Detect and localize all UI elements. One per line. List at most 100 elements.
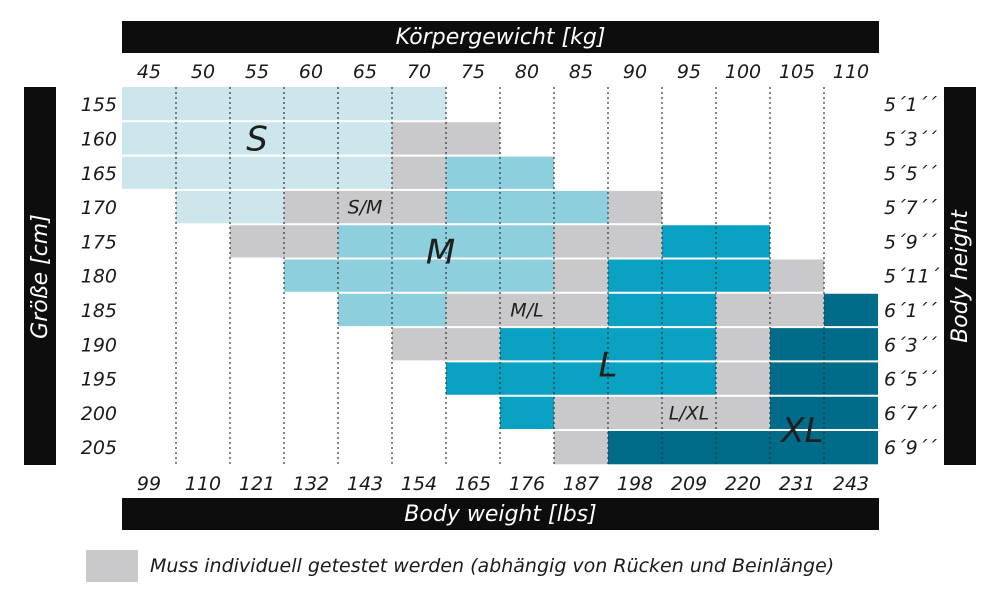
size-cell-m	[500, 224, 554, 259]
size-cell-s	[230, 121, 284, 156]
size-cell-xl	[608, 430, 662, 465]
size-label-l-xl: L/XL	[669, 403, 710, 425]
x-tick-kg: 90	[623, 61, 647, 83]
y-tick-cm: 170	[81, 197, 117, 219]
size-cell-s	[176, 189, 230, 225]
size-cell-l	[608, 361, 662, 396]
size-cell-l	[662, 327, 716, 362]
size-cell-l	[500, 327, 554, 362]
x-tick-lbs: 110	[185, 473, 221, 495]
size-cell-l	[554, 361, 608, 396]
size-cell-grey	[230, 224, 284, 259]
size-cell-grey	[554, 430, 608, 465]
x-tick-lbs: 209	[671, 473, 707, 495]
size-cell-s	[230, 155, 284, 190]
size-cell-grey	[392, 189, 446, 225]
y-tick-cm: 205	[81, 437, 117, 459]
y-tick-cm: 160	[81, 128, 117, 150]
y-tick-cm: 165	[81, 163, 117, 185]
x-tick-kg: 110	[833, 61, 869, 83]
x-tick-lbs: 154	[401, 473, 437, 495]
y-tick-ft: 5´9´´	[884, 231, 937, 253]
y-axis-title-bar-left: Größe [cm]	[24, 87, 56, 465]
y-tick-cm: 180	[81, 266, 117, 288]
y-tick-cm: 190	[81, 334, 117, 356]
size-cell-grey	[554, 292, 608, 328]
size-cell-xl	[824, 430, 878, 465]
size-cell-s	[230, 189, 284, 225]
x-tick-kg: 65	[353, 61, 377, 83]
x-tick-kg: 45	[137, 61, 161, 83]
size-cell-xl	[770, 430, 824, 465]
y-tick-cm: 185	[81, 300, 117, 322]
size-cell-s	[230, 87, 284, 122]
size-label-s: S	[246, 119, 268, 159]
size-label-s-m: S/M	[348, 197, 383, 219]
size-cell-l	[608, 258, 662, 293]
size-label-m-l: M/L	[510, 300, 543, 322]
size-cell-s	[122, 121, 176, 156]
chart-title: Körpergewicht [kg]	[395, 24, 606, 50]
x-tick-kg: 75	[461, 61, 485, 83]
size-cell-xl	[770, 361, 824, 396]
size-cell-l	[500, 395, 554, 430]
y-tick-cm: 200	[81, 403, 117, 425]
size-cell-m	[446, 189, 500, 225]
size-cell-s	[338, 155, 392, 190]
x-tick-lbs: 99	[137, 473, 161, 495]
y-axis-title-bar-right: Body height	[944, 87, 976, 465]
size-cell-m	[392, 224, 446, 259]
size-cell-grey	[716, 327, 770, 362]
size-cell-l	[716, 258, 770, 293]
size-cell-m	[284, 258, 338, 293]
y-tick-ft: 6´7´´	[884, 403, 937, 425]
x-tick-lbs: 121	[239, 473, 275, 495]
size-cell-s	[284, 87, 338, 122]
size-cell-m	[446, 258, 500, 293]
x-tick-lbs: 143	[347, 473, 383, 495]
x-tick-kg: 100	[725, 61, 761, 83]
size-cell-l	[554, 327, 608, 362]
y-tick-ft: 5´5´´	[884, 163, 937, 185]
size-cell-s	[122, 155, 176, 190]
size-cell-m	[446, 224, 500, 259]
size-cell-s	[284, 155, 338, 190]
size-cell-grey	[338, 189, 392, 225]
size-cell-l	[662, 258, 716, 293]
size-cell-grey	[284, 224, 338, 259]
size-cell-s	[176, 155, 230, 190]
size-cell-grey	[446, 327, 500, 362]
size-cell-grey	[554, 395, 608, 430]
size-cell-s	[284, 121, 338, 156]
size-cell-grey	[716, 292, 770, 328]
x-tick-kg: 55	[245, 61, 269, 83]
size-cell-xl	[662, 430, 716, 465]
size-cell-grey	[608, 224, 662, 259]
x-tick-lbs: 176	[509, 473, 545, 495]
size-cell-m	[392, 258, 446, 293]
size-cell-m	[338, 292, 392, 328]
legend-text: Muss individuell getestet werden (abhäng…	[150, 555, 835, 577]
x-tick-lbs: 231	[779, 473, 815, 495]
size-cell-grey	[446, 121, 500, 156]
legend-grey-swatch	[86, 550, 138, 582]
x-tick-lbs: 198	[617, 473, 653, 495]
size-cell-l	[662, 292, 716, 328]
y-tick-ft: 6´1´´	[884, 300, 937, 322]
x-tick-lbs: 187	[563, 473, 599, 495]
size-cell-m	[392, 292, 446, 328]
y-tick-ft: 6´5´´	[884, 369, 937, 391]
x-axis-title-bar: Body weight [lbs]	[122, 498, 879, 530]
size-cell-xl	[824, 327, 878, 362]
size-cell-s	[176, 87, 230, 122]
y-tick-ft: 6´9´´	[884, 437, 937, 459]
size-cell-s	[338, 121, 392, 156]
x-tick-kg: 50	[191, 61, 215, 83]
size-cell-s	[392, 87, 446, 122]
size-cell-grey	[554, 258, 608, 293]
x-tick-kg: 70	[407, 61, 431, 83]
size-cell-m	[338, 258, 392, 293]
x-tick-lbs: 220	[725, 473, 761, 495]
x-tick-lbs: 165	[455, 473, 491, 495]
